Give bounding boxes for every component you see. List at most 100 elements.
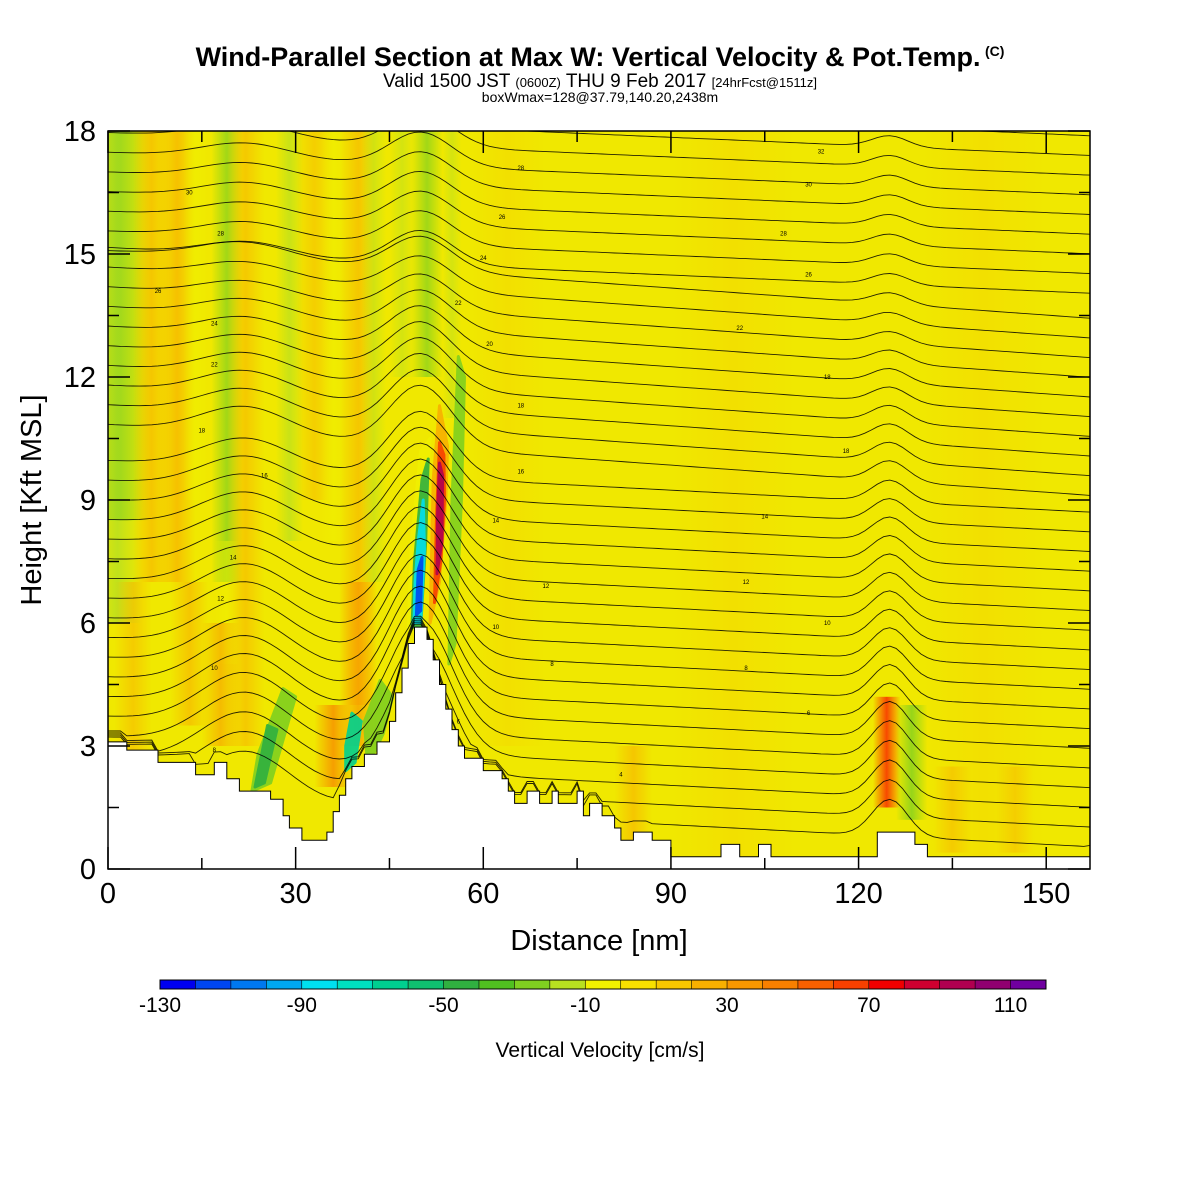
subtitle-utc: (0600Z) — [515, 75, 561, 90]
theta-label: 24 — [480, 256, 487, 262]
theta-label: 28 — [780, 232, 787, 238]
x-tick-label: 60 — [467, 878, 499, 910]
x-tick-label: 90 — [655, 878, 687, 910]
theta-label: 26 — [155, 289, 162, 295]
colorbar-swatch — [691, 980, 728, 989]
y-tick-label: 0 — [80, 854, 96, 886]
x-tick-label: 120 — [834, 878, 882, 910]
copyright-mark: (C) — [984, 43, 1005, 59]
subtitle-valid: Valid 1500 JST — [382, 71, 516, 92]
colorbar-tick-label: 30 — [715, 994, 738, 1017]
x-tick-labels: 0 30 60 90 120 150 — [100, 878, 1070, 910]
theta-label: 32 — [818, 150, 825, 156]
colorbar-swatch — [939, 980, 976, 989]
theta-label: 30 — [186, 191, 193, 197]
colorbar-swatch — [620, 980, 657, 989]
theta-label: 22 — [455, 301, 462, 307]
colorbar-swatch — [514, 980, 551, 989]
theta-label: 10 — [824, 621, 831, 627]
colorbar — [159, 979, 1047, 990]
theta-label: 6 — [457, 719, 461, 725]
theta-label: 10 — [211, 666, 218, 672]
colorbar-swatch — [904, 980, 941, 989]
terrain-mask — [107, 626, 1091, 870]
colorbar-tick-label: -90 — [287, 994, 317, 1017]
theta-label: 22 — [211, 363, 218, 369]
y-tick-label: 9 — [80, 485, 96, 517]
theta-label: 6 — [807, 711, 811, 717]
y-tick-label: 6 — [80, 608, 96, 640]
colorbar-swatch — [585, 980, 622, 989]
theta-label: 14 — [230, 555, 237, 561]
theta-label: 14 — [492, 519, 499, 525]
colorbar-swatch — [301, 980, 338, 989]
colorbar-swatch — [797, 980, 834, 989]
colorbar-swatch — [975, 980, 1012, 989]
axis-ticks — [107, 130, 1090, 870]
colorbar-swatch — [762, 980, 799, 989]
theta-label: 14 — [761, 514, 768, 520]
colorbar-label: Vertical Velocity [cm/s] — [496, 1039, 705, 1062]
colorbar-tick-labels: -130 -90 -50 -10 30 70 110 — [139, 994, 1027, 1017]
x-tick-label: 150 — [1022, 878, 1070, 910]
colorbar-tick-label: 110 — [994, 994, 1027, 1017]
colorbar-tick-label: -130 — [139, 994, 181, 1017]
colorbar-swatch — [372, 980, 409, 989]
chart-subtitle: Valid 1500 JST (0600Z) THU 9 Feb 2017 [2… — [0, 72, 1200, 91]
theta-contour-labels: 28 30 26 24 22 18 16 14 12 10 8 28 26 24 22 20 18 16 14 12 1… — [155, 150, 850, 779]
x-tick-label: 30 — [280, 878, 312, 910]
subtitle-forecast: [24hrFcst@1511z] — [711, 75, 818, 90]
x-tick-label: 0 — [100, 878, 116, 910]
theta-label: 24 — [211, 322, 218, 328]
colorbar-tick-label: -50 — [428, 994, 458, 1017]
theta-label: 28 — [517, 166, 524, 172]
theta-label: 8 — [550, 662, 554, 668]
theta-label: 12 — [542, 584, 549, 590]
theta-label: 18 — [824, 375, 831, 381]
colorbar-swatch — [1010, 980, 1047, 989]
x-axis-label: Distance [nm] — [510, 925, 687, 957]
theta-label: 30 — [805, 182, 812, 188]
colorbar-swatch — [443, 980, 480, 989]
theta-label: 4 — [619, 773, 623, 779]
y-tick-label: 3 — [80, 731, 96, 763]
theta-label: 12 — [743, 580, 750, 586]
y-axis-label: Height [Kft MSL] — [16, 394, 48, 605]
colorbar-swatch — [727, 980, 763, 989]
theta-label: 20 — [486, 342, 493, 348]
colorbar-swatch — [160, 980, 196, 989]
colorbar-tick-label: 70 — [857, 994, 880, 1017]
subtitle-date: THU 9 Feb 2017 — [560, 71, 712, 92]
colorbar-swatch — [549, 980, 586, 989]
colorbar-swatch — [868, 980, 905, 989]
chart-title: Wind-Parallel Section at Max W: Vertical… — [195, 42, 981, 72]
theta-label: 10 — [492, 625, 499, 631]
theta-label: 8 — [744, 666, 748, 672]
colorbar-swatch — [833, 980, 870, 989]
chart-title-line: Wind-Parallel Section at Max W: Vertical… — [0, 44, 1200, 71]
colorbar-swatch — [230, 980, 267, 989]
y-tick-label: 18 — [64, 116, 96, 148]
y-tick-label: 15 — [64, 239, 96, 271]
theta-label: 16 — [517, 469, 524, 475]
colorbar-swatch — [266, 980, 303, 989]
theta-label: 28 — [217, 232, 224, 238]
theta-label: 8 — [213, 748, 217, 754]
colorbar-swatch — [195, 980, 232, 989]
colorbar-swatch — [656, 980, 693, 989]
colorbar-swatch — [337, 980, 374, 989]
theta-label: 26 — [499, 215, 506, 221]
potential-temperature-contours — [108, 131, 1090, 847]
theta-label: 16 — [261, 473, 268, 479]
theta-label: 12 — [217, 596, 224, 602]
colorbar-tick-label: -10 — [570, 994, 600, 1017]
y-tick-label: 12 — [64, 362, 96, 394]
colorbar-swatch — [478, 980, 515, 989]
theta-label: 18 — [198, 428, 205, 434]
chart-subtitle-2: boxWmax=128@37.79,140.20,2438m — [481, 89, 719, 105]
colorbar-swatch — [408, 980, 445, 989]
theta-label: 26 — [805, 273, 812, 279]
theta-label: 18 — [517, 404, 524, 410]
theta-label: 18 — [843, 449, 850, 455]
